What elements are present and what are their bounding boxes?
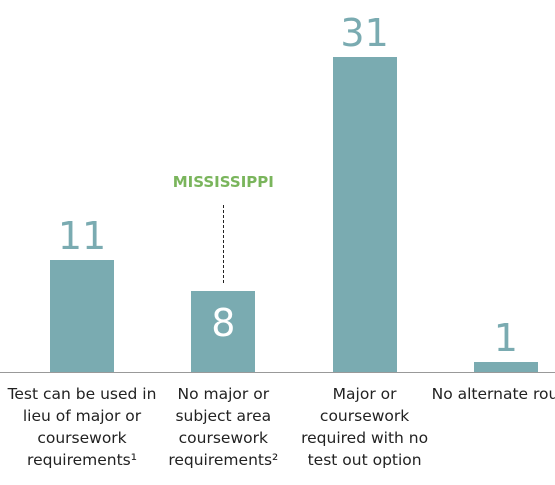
category-label: Test can be used in lieu of major or cou…	[7, 385, 157, 469]
category-label: Major or coursework required with no tes…	[301, 385, 429, 469]
value-label: 1	[493, 315, 518, 360]
bar	[332, 57, 397, 372]
annotation: MISSISSIPPI	[172, 173, 274, 191]
annotation-line	[222, 205, 224, 283]
baseline	[0, 372, 555, 373]
category-label: No major or subject area coursework requ…	[168, 385, 279, 469]
bar	[50, 260, 114, 372]
value-label: 31	[340, 11, 389, 55]
category-label: No alternate route³	[431, 385, 555, 403]
bar	[191, 290, 256, 372]
value-label: 8	[211, 300, 236, 345]
bar	[473, 361, 538, 372]
value-label: 11	[57, 214, 107, 259]
